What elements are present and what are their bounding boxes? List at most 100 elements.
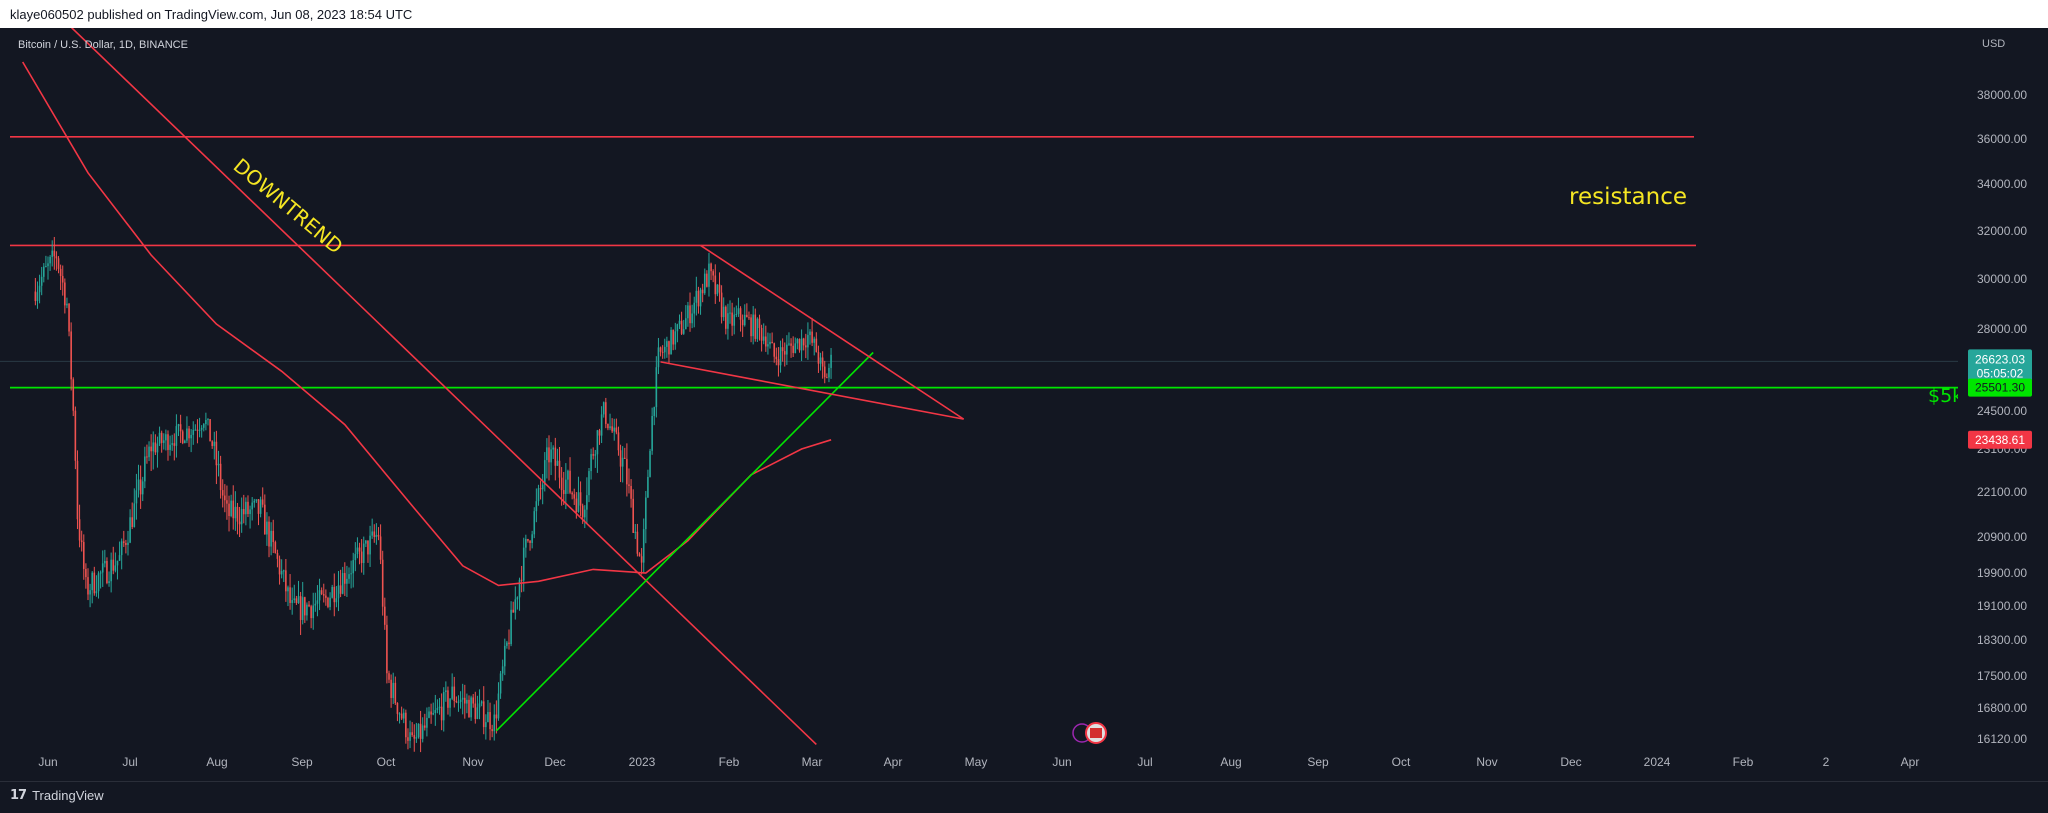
- candle: [270, 522, 272, 556]
- candle-body: [344, 573, 346, 584]
- y-tick-label: 19900.00: [1977, 566, 2027, 580]
- candle: [196, 419, 199, 444]
- candle: [501, 659, 504, 681]
- candle: [76, 450, 79, 530]
- candle-body: [413, 735, 416, 739]
- candle: [655, 356, 658, 418]
- ma-price-tag: 23438.61: [1968, 430, 2032, 449]
- candle: [388, 670, 390, 684]
- candle: [217, 450, 220, 477]
- y-tick-label: 22100.00: [1977, 485, 2027, 499]
- candle: [386, 615, 388, 684]
- x-tick-label: Jul: [122, 755, 137, 769]
- countdown-value: 05:05:02: [1977, 366, 2024, 380]
- candle-body: [590, 454, 592, 472]
- candle-body: [451, 686, 453, 699]
- candle: [312, 592, 315, 630]
- candle-body: [605, 402, 607, 424]
- candle-body: [777, 359, 780, 366]
- candle-body: [489, 712, 491, 730]
- publish-header: klaye060502 published on TradingView.com…: [0, 0, 2048, 28]
- candle-body: [82, 542, 85, 569]
- candle: [716, 284, 719, 297]
- candle: [750, 314, 752, 343]
- candle: [586, 477, 588, 525]
- candle: [805, 333, 807, 359]
- tradingview-logo[interactable]: 17 TradingView: [10, 788, 104, 803]
- candle: [82, 534, 85, 580]
- candle: [53, 236, 56, 270]
- candle: [348, 567, 350, 584]
- x-tick-label: Dec: [1560, 755, 1581, 769]
- candle-body: [459, 699, 462, 702]
- candle-body: [310, 606, 312, 619]
- candle-body: [402, 712, 405, 719]
- candle: [735, 305, 738, 318]
- candle: [821, 351, 824, 379]
- candle: [375, 523, 378, 545]
- candle: [525, 534, 527, 558]
- candle-body: [661, 351, 664, 353]
- candle: [661, 345, 664, 359]
- candle: [236, 502, 239, 535]
- candle-body: [821, 357, 824, 367]
- y-tick-label: 18300.00: [1977, 633, 2027, 647]
- candle-body: [141, 481, 144, 495]
- candle: [114, 552, 117, 573]
- candle: [623, 447, 626, 459]
- candle-body: [234, 506, 237, 519]
- candle-body: [129, 517, 131, 543]
- candle-body: [261, 499, 264, 505]
- candle-body: [253, 500, 256, 503]
- candle-body: [146, 456, 148, 458]
- candle: [238, 506, 241, 538]
- candle-body: [398, 713, 401, 715]
- candle-body: [752, 314, 754, 337]
- candle: [596, 429, 599, 473]
- candle: [710, 262, 712, 281]
- candle-body: [815, 338, 818, 353]
- candle: [682, 319, 685, 335]
- candle-body: [211, 441, 213, 446]
- candle-body: [438, 706, 441, 709]
- y-tick-label: 30000.00: [1977, 272, 2027, 286]
- candle-body: [737, 308, 740, 314]
- candle-body: [501, 666, 504, 674]
- price-chart[interactable]: DOWNTREND resistance $5k Bitcoin / U.S. Dol…: [0, 28, 2048, 781]
- candle-body: [480, 701, 483, 704]
- candle: [712, 269, 714, 283]
- x-tick-label: May: [965, 755, 988, 769]
- candle: [520, 565, 523, 593]
- candle-body: [78, 519, 81, 541]
- candle-body: [282, 570, 285, 572]
- candle-body: [575, 498, 578, 512]
- candle-body: [632, 498, 634, 533]
- candle-body: [257, 499, 260, 514]
- candle-body: [649, 450, 651, 477]
- chart-panel[interactable]: DOWNTREND resistance $5k Bitcoin / U.S. Dol…: [0, 28, 2048, 781]
- candle: [417, 723, 420, 739]
- candle-body: [445, 690, 447, 693]
- candle-body: [99, 572, 102, 574]
- candle-body: [674, 331, 677, 345]
- candle: [480, 700, 483, 707]
- candle-body: [529, 540, 531, 543]
- candle-body: [783, 351, 786, 355]
- candle: [167, 430, 169, 461]
- candle: [175, 414, 178, 458]
- x-tick-label: Jun: [38, 755, 57, 769]
- candle-body: [365, 540, 367, 544]
- candle-body: [179, 424, 182, 432]
- candle: [672, 329, 674, 351]
- candle-body: [539, 488, 542, 490]
- candle-body: [301, 597, 304, 620]
- candle: [322, 583, 325, 603]
- candle: [352, 552, 355, 588]
- candle: [299, 591, 302, 635]
- candle: [146, 444, 148, 464]
- candle: [320, 587, 323, 596]
- candle-body: [341, 573, 344, 594]
- candle-body: [381, 559, 384, 607]
- plot-area: DOWNTREND resistance $5k: [0, 28, 1958, 753]
- candle: [249, 505, 251, 529]
